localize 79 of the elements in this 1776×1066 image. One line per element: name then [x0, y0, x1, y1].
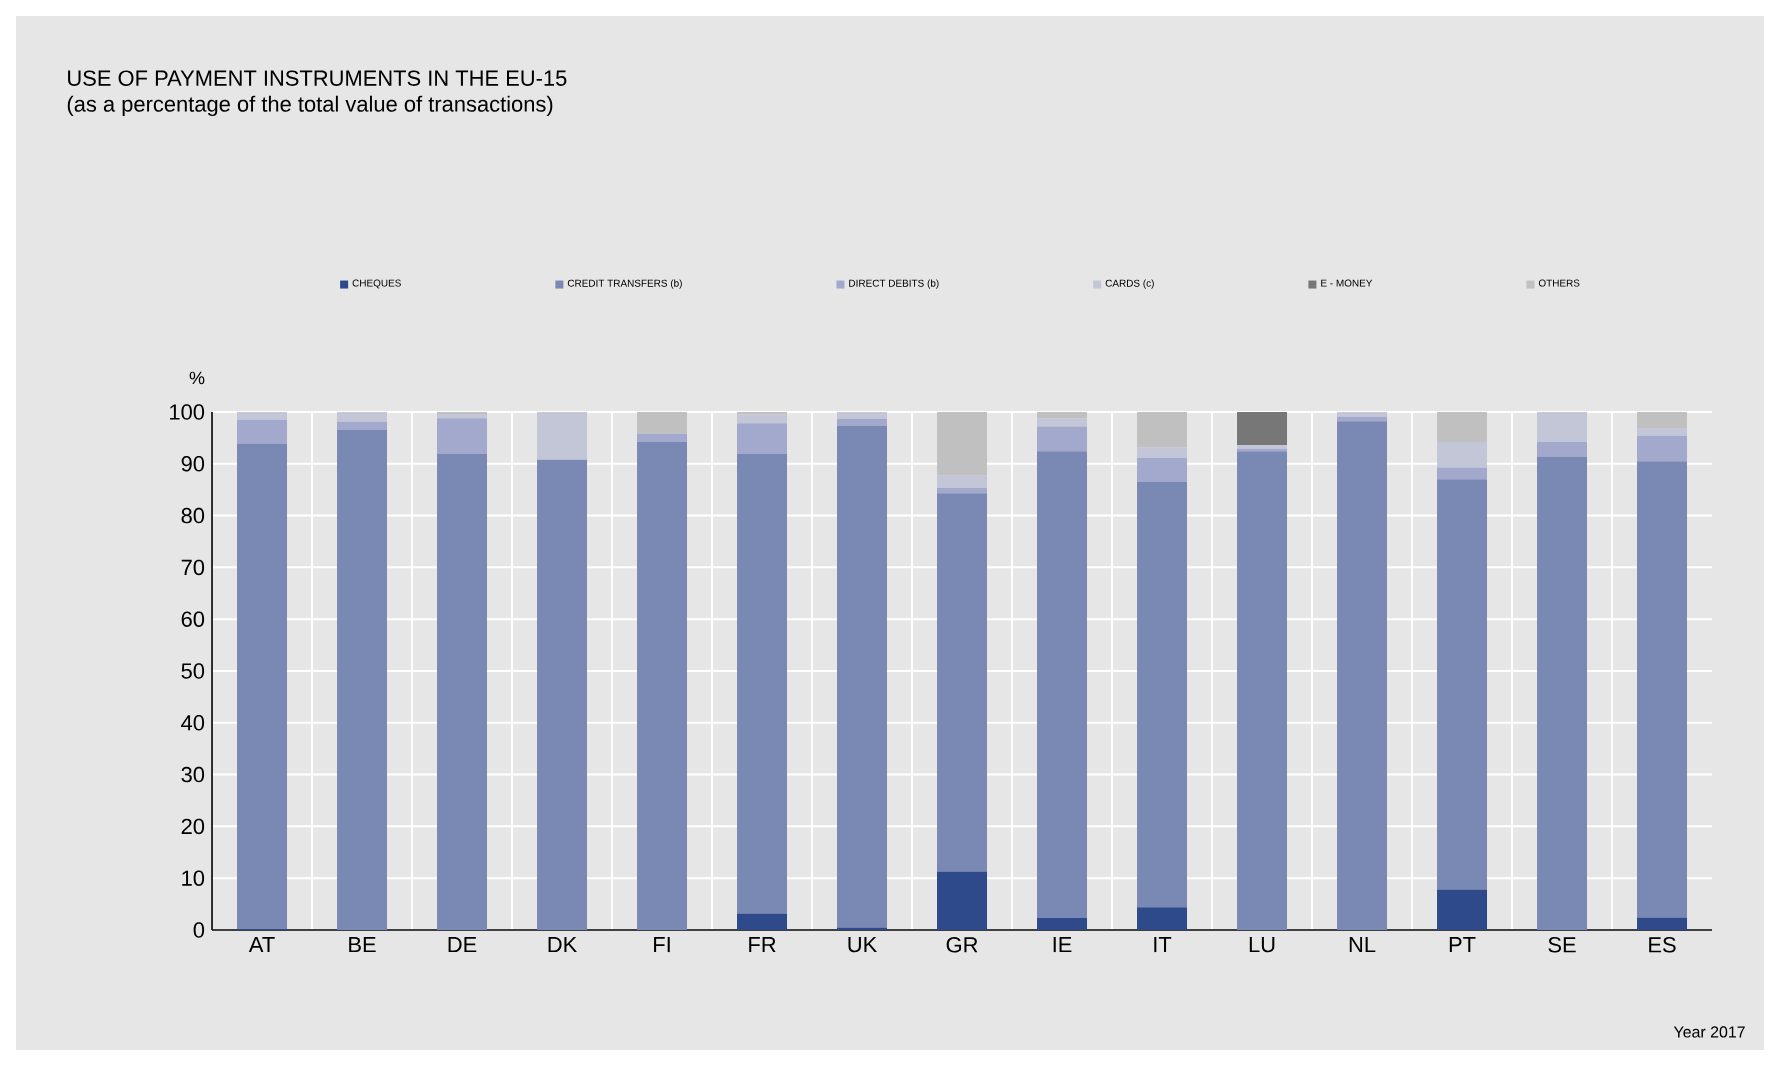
bar	[537, 411, 588, 460]
bar	[1037, 918, 1088, 930]
x-tick-label: FR	[749, 937, 776, 953]
x-tick-label: UK	[848, 937, 877, 953]
bar	[937, 411, 988, 476]
y-tick-label: 60	[181, 611, 205, 627]
bar	[1137, 447, 1188, 459]
bar	[1437, 411, 1488, 443]
bar	[1537, 411, 1588, 443]
y-tick-label: 80	[181, 507, 205, 524]
bar	[1637, 411, 1688, 429]
bar	[737, 414, 788, 424]
bar	[637, 433, 688, 443]
bar	[837, 425, 888, 928]
y-tick-label: 90	[181, 456, 205, 472]
bar	[1437, 467, 1488, 480]
bar	[1137, 907, 1188, 930]
x-tick-label: IT	[1154, 937, 1172, 953]
bar	[1137, 481, 1188, 908]
y-tick-label: 10	[182, 870, 205, 886]
bar	[1637, 917, 1688, 930]
bar	[337, 421, 388, 431]
bar	[337, 411, 388, 422]
bar	[737, 913, 788, 930]
bar	[937, 488, 988, 494]
bar	[737, 453, 788, 914]
bar	[437, 418, 488, 454]
bar	[1037, 451, 1088, 919]
y-tick-label: 100	[170, 404, 205, 420]
y-axis-title: %	[189, 371, 205, 385]
x-tick-label: DK	[548, 937, 577, 953]
bar	[1437, 889, 1488, 930]
bar	[1037, 418, 1088, 427]
x-tick-label: PT	[1449, 937, 1476, 953]
bar	[637, 442, 688, 930]
bar	[237, 443, 288, 929]
y-tick-label: 40	[181, 715, 205, 731]
x-tick-label: IE	[1053, 937, 1072, 953]
bar	[937, 871, 988, 930]
y-tick-label: 30	[181, 766, 205, 783]
x-tick-label: LU	[1249, 937, 1275, 953]
y-tick-label: 50	[181, 663, 205, 679]
bar	[237, 419, 288, 444]
y-tick-label: 70	[181, 559, 205, 576]
bar	[1537, 442, 1588, 457]
bar	[837, 411, 888, 419]
bar	[1437, 442, 1488, 468]
bar	[1237, 411, 1288, 446]
bar	[937, 493, 988, 872]
y-tick-label: 0	[193, 922, 205, 938]
bar	[637, 411, 688, 434]
chart-title: USE OF PAYMENT INSTRUMENTS IN THE EU-15	[68, 70, 567, 86]
bar	[237, 411, 288, 420]
bar	[1637, 435, 1688, 462]
bar	[1137, 411, 1188, 448]
bar	[1537, 456, 1588, 930]
bar	[437, 453, 488, 930]
x-tick-label: DE	[448, 937, 477, 953]
bar	[1337, 411, 1388, 417]
bar	[537, 459, 588, 930]
bar	[1437, 479, 1488, 890]
x-tick-label: NL	[1349, 937, 1376, 953]
x-tick-label: AT	[248, 937, 275, 953]
bar	[1037, 411, 1088, 419]
chart-subtitle: (as a percentage of the total value of transactions)	[67, 95, 553, 117]
bar	[737, 423, 788, 454]
x-tick-label: SE	[1548, 937, 1576, 953]
x-tick-label: GR	[946, 937, 978, 953]
x-tick-label: FI	[654, 937, 670, 953]
x-tick-label: ES	[1649, 937, 1676, 953]
bar	[1337, 421, 1388, 930]
bar	[1037, 426, 1088, 452]
bar	[1237, 451, 1288, 930]
bar	[1637, 461, 1688, 918]
x-tick-label: BE	[349, 937, 376, 953]
y-tick-label: 20	[181, 818, 205, 835]
bar	[337, 430, 388, 930]
bar	[1137, 458, 1188, 482]
bar	[937, 475, 988, 489]
